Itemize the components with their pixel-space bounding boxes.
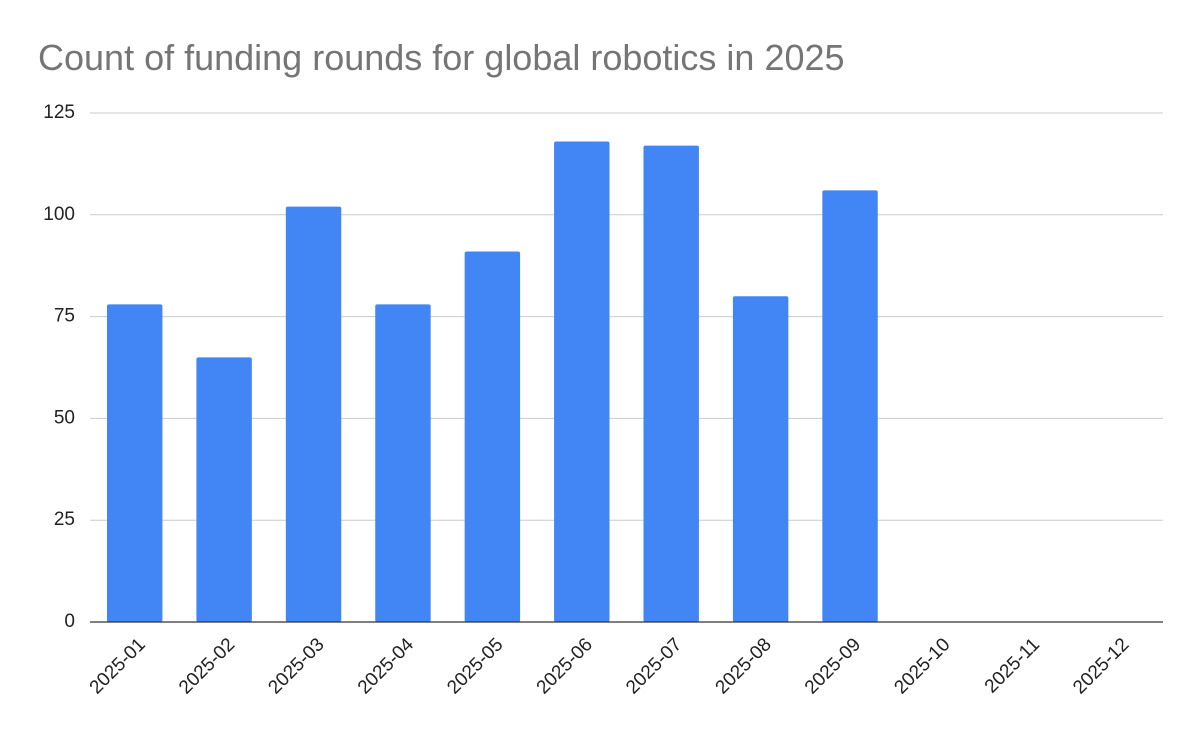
y-tick-label: 50 bbox=[54, 407, 75, 428]
y-tick-label: 100 bbox=[43, 204, 75, 225]
y-tick-label: 25 bbox=[54, 509, 75, 530]
y-tick-label: 125 bbox=[43, 102, 75, 123]
bar bbox=[196, 357, 252, 622]
bar bbox=[822, 190, 878, 623]
bar bbox=[285, 206, 342, 622]
chart-title: Count of funding rounds for global robot… bbox=[38, 37, 845, 78]
bar bbox=[643, 145, 699, 623]
bar bbox=[375, 304, 431, 622]
y-tick-label: 0 bbox=[64, 611, 75, 632]
y-tick-label: 75 bbox=[54, 306, 75, 327]
bar bbox=[732, 296, 789, 622]
bar bbox=[554, 141, 610, 622]
bar bbox=[106, 304, 163, 622]
bar bbox=[464, 251, 521, 622]
